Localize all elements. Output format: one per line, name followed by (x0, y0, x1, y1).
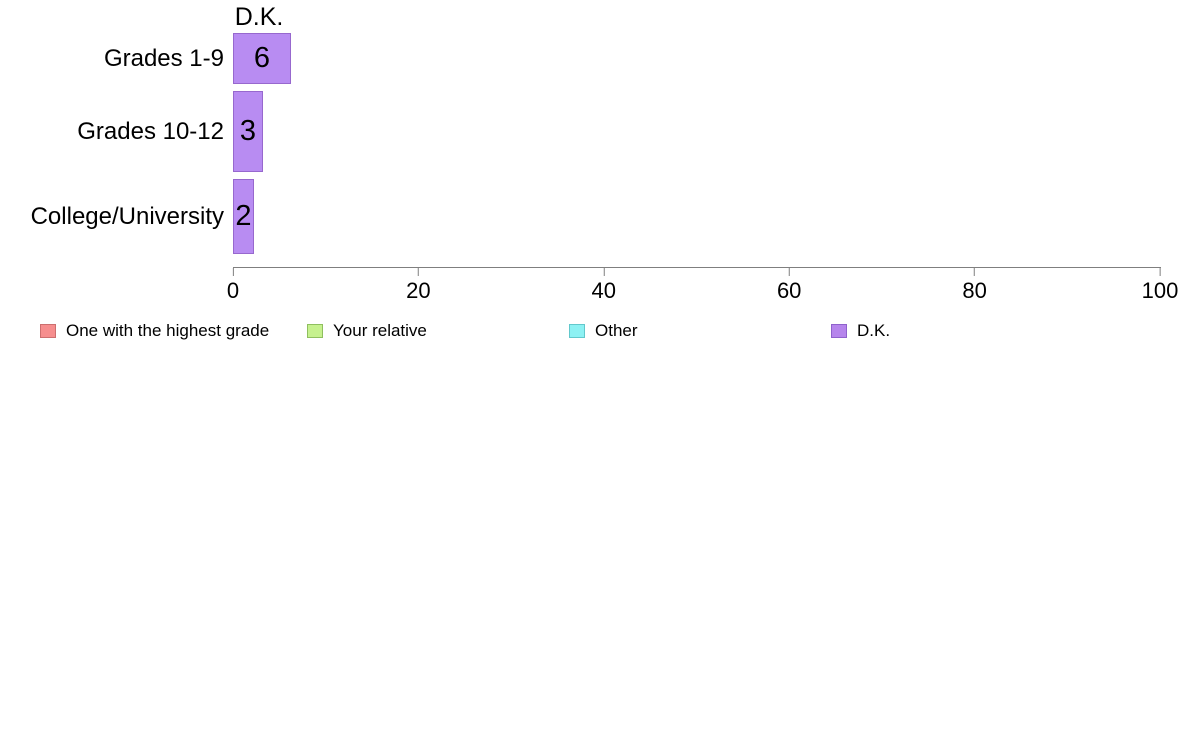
x-axis-tick-40: 40 (592, 268, 616, 304)
x-axis-tick-0: 0 (227, 268, 239, 304)
tick-mark (417, 268, 419, 276)
x-axis-tick-20: 20 (406, 268, 431, 304)
legend-swatch (569, 324, 585, 338)
x-axis-tick-label: 0 (226, 278, 240, 303)
bar-row-grades-1-9: Grades 1-9 6 (0, 33, 1188, 84)
tick-mark (974, 268, 976, 276)
x-axis-tick-label: 100 (1141, 278, 1179, 303)
legend-swatch (307, 324, 323, 338)
bar-row-college-university: College/University 2 (0, 179, 1188, 254)
x-axis-tick-label: 60 (776, 278, 802, 303)
tick-mark (1159, 268, 1161, 276)
tick-mark (603, 268, 605, 276)
category-label: Grades 10-12 (77, 117, 224, 145)
tick-mark (788, 268, 790, 276)
x-axis-tick-label: 20 (406, 278, 431, 303)
x-axis-tick-100: 100 (1141, 268, 1179, 304)
bar-value-label: 2 (235, 200, 252, 232)
x-axis-tick-label: 80 (962, 278, 987, 303)
bar-value-label: 3 (239, 115, 257, 147)
legend-label: One with the highest grade (66, 321, 270, 340)
legend-label: D.K. (857, 321, 891, 340)
tick-mark (232, 268, 234, 276)
legend-item-dk: D.K. (831, 321, 891, 340)
category-label: College/University (30, 202, 224, 230)
category-label: Grades 1-9 (103, 44, 224, 72)
legend-item-one-with-highest-grade: One with the highest grade (40, 321, 270, 340)
legend-item-other: Other (569, 321, 638, 340)
bar-value-label: 6 (253, 42, 271, 74)
legend-swatch (831, 324, 847, 338)
legend-label: Other (595, 321, 638, 340)
x-axis-line (233, 267, 1161, 268)
chart-title: D.K. (234, 3, 284, 31)
bar: 3 (233, 91, 263, 172)
x-axis-tick-label: 40 (591, 278, 617, 303)
legend-item-your-relative: Your relative (307, 321, 427, 340)
x-axis-tick-60: 60 (777, 268, 801, 304)
bar: 6 (233, 33, 291, 84)
x-axis-tick-80: 80 (962, 268, 987, 304)
legend-label: Your relative (333, 321, 427, 340)
legend-swatch (40, 324, 56, 338)
bar: 2 (233, 179, 254, 254)
bar-row-grades-10-12: Grades 10-12 3 (0, 91, 1188, 172)
